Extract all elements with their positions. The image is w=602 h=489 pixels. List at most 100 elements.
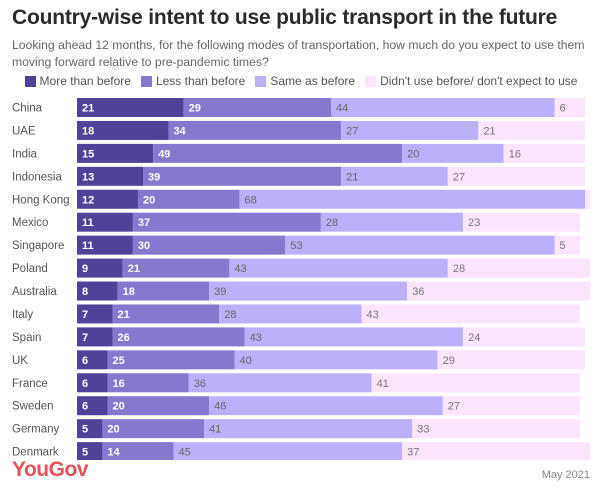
- bar-china-less-than-before: [183, 98, 331, 117]
- bar-india-didn-t-use-before-don-t-expect-to-use: [503, 143, 585, 163]
- bar-sweden-more-than-before: [77, 396, 108, 416]
- bar-india-same-as-before: [402, 143, 504, 163]
- bar-italy-more-than-before: [77, 304, 113, 324]
- data-label-denmark-same-as-before: 45: [179, 447, 191, 459]
- category-label-uk: UK: [12, 355, 28, 367]
- data-label-france-didn-t-use-before-don-t-expect-to-use: 41: [377, 378, 389, 390]
- category-label-uae: UAE: [12, 125, 36, 137]
- data-label-poland-same-as-before: 43: [234, 263, 246, 275]
- bar-spain-more-than-before: [77, 327, 113, 347]
- bar-uae-didn-t-use-before-don-t-expect-to-use: [478, 120, 585, 140]
- data-label-poland-more-than-before: 9: [82, 263, 88, 275]
- data-label-hong-kong-less-than-before: 20: [143, 194, 155, 206]
- bar-hong-kong-more-than-before: [77, 189, 138, 209]
- data-label-france-less-than-before: 16: [112, 378, 124, 390]
- bar-uae-more-than-before: [77, 120, 169, 140]
- category-label-mexico: Mexico: [12, 217, 48, 229]
- bar-indonesia-didn-t-use-before-don-t-expect-to-use: [447, 166, 585, 186]
- bar-singapore-same-as-before: [285, 235, 555, 255]
- data-label-uae-less-than-before: 34: [173, 125, 186, 137]
- bar-mexico-less-than-before: [132, 212, 321, 232]
- category-label-sweden: Sweden: [12, 401, 54, 413]
- bar-sweden-same-as-before: [209, 396, 443, 416]
- legend-label-less: Less than before: [155, 74, 246, 88]
- bar-mexico-more-than-before: [77, 212, 133, 232]
- bar-france-same-as-before: [188, 373, 372, 393]
- bar-italy-didn-t-use-before-don-t-expect-to-use: [361, 304, 580, 324]
- bar-denmark-same-as-before: [173, 442, 403, 460]
- bar-mexico-same-as-before: [320, 212, 464, 232]
- bar-china-didn-t-use-before-don-t-expect-to-use: [554, 98, 585, 117]
- data-label-uk-same-as-before: 40: [239, 355, 251, 367]
- chart-title: Country-wise intent to use public transp…: [12, 6, 558, 29]
- bar-china-same-as-before: [331, 98, 555, 117]
- legend-swatch-more: [24, 75, 36, 87]
- data-label-mexico-less-than-before: 37: [138, 217, 150, 229]
- bar-france-more-than-before: [77, 373, 108, 393]
- legend-swatch-didnt-use: [365, 75, 377, 87]
- data-label-sweden-less-than-before: 20: [112, 401, 124, 413]
- bar-australia-didn-t-use-before-don-t-expect-to-use: [407, 281, 591, 301]
- bar-india-more-than-before: [77, 143, 154, 163]
- bar-singapore-less-than-before: [132, 235, 286, 255]
- data-label-spain-more-than-before: 7: [82, 332, 88, 344]
- data-label-china-didn-t-use-before-don-t-expect-to-use: 6: [560, 103, 566, 115]
- bar-spain-same-as-before: [244, 327, 464, 347]
- category-label-poland: Poland: [12, 263, 48, 275]
- category-label-singapore: Singapore: [12, 240, 64, 252]
- bar-denmark-less-than-before: [102, 442, 174, 460]
- bar-uae-less-than-before: [168, 120, 342, 140]
- data-label-denmark-less-than-before: 14: [107, 447, 120, 459]
- legend: More than before Less than before Same a…: [0, 74, 602, 88]
- data-label-poland-didn-t-use-before-don-t-expect-to-use: 28: [453, 263, 465, 275]
- legend-swatch-less: [140, 75, 152, 87]
- data-label-hong-kong-same-as-before: 68: [245, 194, 257, 206]
- data-label-china-more-than-before: 21: [82, 103, 94, 115]
- data-label-denmark-didn-t-use-before-don-t-expect-to-use: 37: [407, 447, 419, 459]
- bar-uk-same-as-before: [234, 350, 438, 370]
- data-label-australia-same-as-before: 39: [214, 286, 226, 298]
- data-label-china-same-as-before: 44: [336, 103, 348, 115]
- data-label-mexico-more-than-before: 11: [82, 217, 94, 229]
- data-label-uae-more-than-before: 18: [82, 125, 94, 137]
- legend-swatch-same: [255, 75, 267, 87]
- category-label-india: India: [12, 148, 38, 160]
- data-label-germany-didn-t-use-before-don-t-expect-to-use: 33: [417, 424, 429, 436]
- data-label-mexico-same-as-before: 28: [326, 217, 338, 229]
- chart-subtitle: Looking ahead 12 months, for the followi…: [12, 38, 585, 69]
- bar-australia-less-than-before: [117, 281, 210, 301]
- bar-germany-didn-t-use-before-don-t-expect-to-use: [412, 419, 580, 439]
- bar-hong-kong-same-as-before: [239, 189, 585, 209]
- data-label-italy-less-than-before: 21: [118, 309, 130, 321]
- bar-indonesia-same-as-before: [341, 166, 448, 186]
- bar-denmark-didn-t-use-before-don-t-expect-to-use: [402, 442, 591, 460]
- data-label-sweden-didn-t-use-before-don-t-expect-to-use: 27: [448, 401, 460, 413]
- legend-label-didnt-use: Didn't use before/ don't expect to use: [380, 74, 578, 88]
- bar-china-more-than-before: [77, 98, 184, 117]
- data-label-denmark-more-than-before: 5: [82, 447, 88, 459]
- data-label-germany-less-than-before: 20: [107, 424, 119, 436]
- category-label-italy: Italy: [12, 309, 33, 321]
- data-label-germany-same-as-before: 41: [209, 424, 221, 436]
- data-label-singapore-more-than-before: 11: [82, 240, 94, 252]
- bar-uk-less-than-before: [107, 350, 235, 370]
- legend-label-same: Same as before: [270, 74, 356, 88]
- data-label-uae-same-as-before: 27: [346, 125, 358, 137]
- bar-hong-kong-less-than-before: [137, 189, 240, 209]
- bar-poland-more-than-before: [77, 258, 123, 278]
- bar-india-less-than-before: [153, 143, 403, 163]
- data-label-spain-less-than-before: 26: [118, 332, 130, 344]
- bar-singapore-more-than-before: [77, 235, 133, 255]
- stacked-bar-chart: China 21 29 44 6 UAE 18 34 27 21 India 15 49 20 16 Indo…: [12, 98, 591, 460]
- data-label-italy-didn-t-use-before-don-t-expect-to-use: 43: [366, 309, 378, 321]
- category-label-germany: Germany: [12, 424, 60, 436]
- data-label-indonesia-less-than-before: 39: [148, 171, 160, 183]
- data-label-india-less-than-before: 49: [158, 148, 170, 160]
- bar-france-didn-t-use-before-don-t-expect-to-use: [371, 373, 580, 393]
- bar-spain-less-than-before: [112, 327, 245, 347]
- data-label-singapore-didn-t-use-before-don-t-expect-to-use: 5: [560, 240, 566, 252]
- yougov-logo: YouGov: [12, 458, 88, 481]
- category-label-denmark: Denmark: [12, 447, 59, 459]
- bar-australia-more-than-before: [77, 281, 118, 301]
- data-label-australia-didn-t-use-before-don-t-expect-to-use: 36: [412, 286, 424, 298]
